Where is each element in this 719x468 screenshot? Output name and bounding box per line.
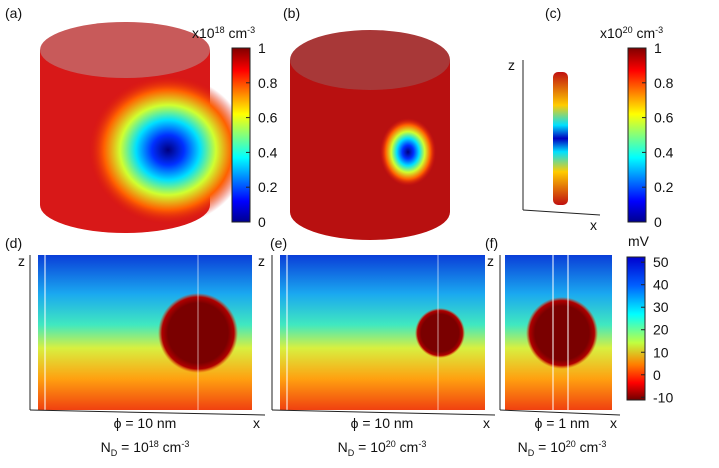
heatmap-dot [415, 308, 465, 358]
caption-part: 20 [386, 439, 396, 449]
axis-label: z [18, 253, 25, 269]
axis-label: x [483, 415, 490, 431]
cylinder-spot [88, 75, 248, 225]
caption-part: 20 [566, 439, 576, 449]
caption-part: = 10 [534, 439, 566, 455]
unit-text: x10 [192, 25, 215, 41]
axis-label: z [487, 253, 494, 269]
panel-label: (f) [485, 235, 498, 251]
caption-diameter: ϕ = 1 nm [535, 415, 590, 431]
caption-part: N [101, 439, 111, 455]
tick-label: 0.8 [258, 75, 278, 91]
tick-label: 0.4 [654, 144, 674, 160]
caption-doping: ND = 1018 cm-3 [101, 439, 190, 458]
caption-part: cm [576, 439, 599, 455]
caption-part: -3 [418, 439, 426, 449]
tick-label: 0.4 [258, 144, 278, 160]
tick-label: 0.6 [654, 110, 674, 126]
colorbar [231, 47, 251, 223]
axis-label: z [508, 57, 515, 73]
heatmap: z x [258, 253, 496, 431]
axis-label: x [253, 415, 260, 431]
tick-label: 30 [653, 299, 669, 315]
axis-line [29, 409, 266, 416]
colorbar-unit: x1020 cm-3 [600, 25, 663, 41]
tick-label: 10 [653, 344, 669, 360]
axis-label: z [258, 253, 265, 269]
tick-label: 1 [258, 40, 266, 56]
cylinder-top [290, 30, 450, 90]
caption-part: N [338, 439, 348, 455]
caption-diameter: ϕ = 10 nm [114, 415, 177, 431]
caption-part: cm [396, 439, 419, 455]
unit-exponent: -3 [655, 25, 663, 35]
nanowire [553, 72, 568, 205]
colorbar [626, 256, 646, 401]
tick-label: 50 [653, 254, 669, 270]
colorbar-unit: mV [628, 233, 650, 249]
axis-line [271, 409, 496, 416]
tick-label: 0 [653, 367, 661, 383]
unit-exponent: 18 [215, 25, 225, 35]
cylinder-spot [380, 118, 436, 186]
cylinder [290, 60, 450, 240]
axis-label: x [590, 217, 597, 233]
caption-diameter: ϕ = 10 nm [351, 415, 414, 431]
tick-label: 0.8 [654, 75, 674, 91]
caption-part: -3 [598, 439, 606, 449]
axis-label: x [610, 415, 617, 431]
tick-label: 0.6 [258, 110, 278, 126]
caption-part: D [528, 448, 535, 458]
tick-label: 0 [654, 214, 662, 230]
heatmap-dot [526, 297, 598, 369]
panel-label: (a) [5, 5, 22, 21]
axis-line [522, 209, 601, 216]
caption-part: = 10 [354, 439, 386, 455]
unit-text: mV [628, 233, 650, 249]
caption-part: D [348, 448, 355, 458]
unit-text: x10 [600, 25, 623, 41]
unit-exponent: -3 [247, 25, 255, 35]
unit-exponent: 20 [623, 25, 633, 35]
tick-label: 20 [653, 322, 669, 338]
axis-line [499, 409, 621, 416]
panel-label: (b) [283, 5, 300, 21]
unit-text: cm [225, 25, 248, 41]
panel-label: (d) [5, 235, 22, 251]
caption-part: N [518, 439, 528, 455]
tick-label: -10 [653, 389, 673, 405]
cylinder-top [40, 22, 210, 78]
caption-part: D [111, 448, 118, 458]
caption-part: cm [159, 439, 182, 455]
tick-label: 0.2 [258, 179, 278, 195]
unit-text: cm [633, 25, 656, 41]
colorbar-unit: x1018 cm-3 [192, 25, 255, 41]
colorbar [627, 47, 647, 223]
heatmap: z x [487, 253, 621, 431]
tick-label: 0.2 [654, 179, 674, 195]
heatmap: z x [18, 253, 266, 431]
tick-label: 1 [654, 40, 662, 56]
panel-label: (e) [270, 235, 287, 251]
caption-doping: ND = 1020 cm-3 [518, 439, 607, 458]
caption-part: = 10 [117, 439, 149, 455]
caption-part: 18 [149, 439, 159, 449]
tick-label: 0 [258, 214, 266, 230]
caption-doping: ND = 1020 cm-3 [338, 439, 427, 458]
tick-label: 40 [653, 277, 669, 293]
panel-label: (c) [545, 5, 561, 21]
caption-part: -3 [181, 439, 189, 449]
